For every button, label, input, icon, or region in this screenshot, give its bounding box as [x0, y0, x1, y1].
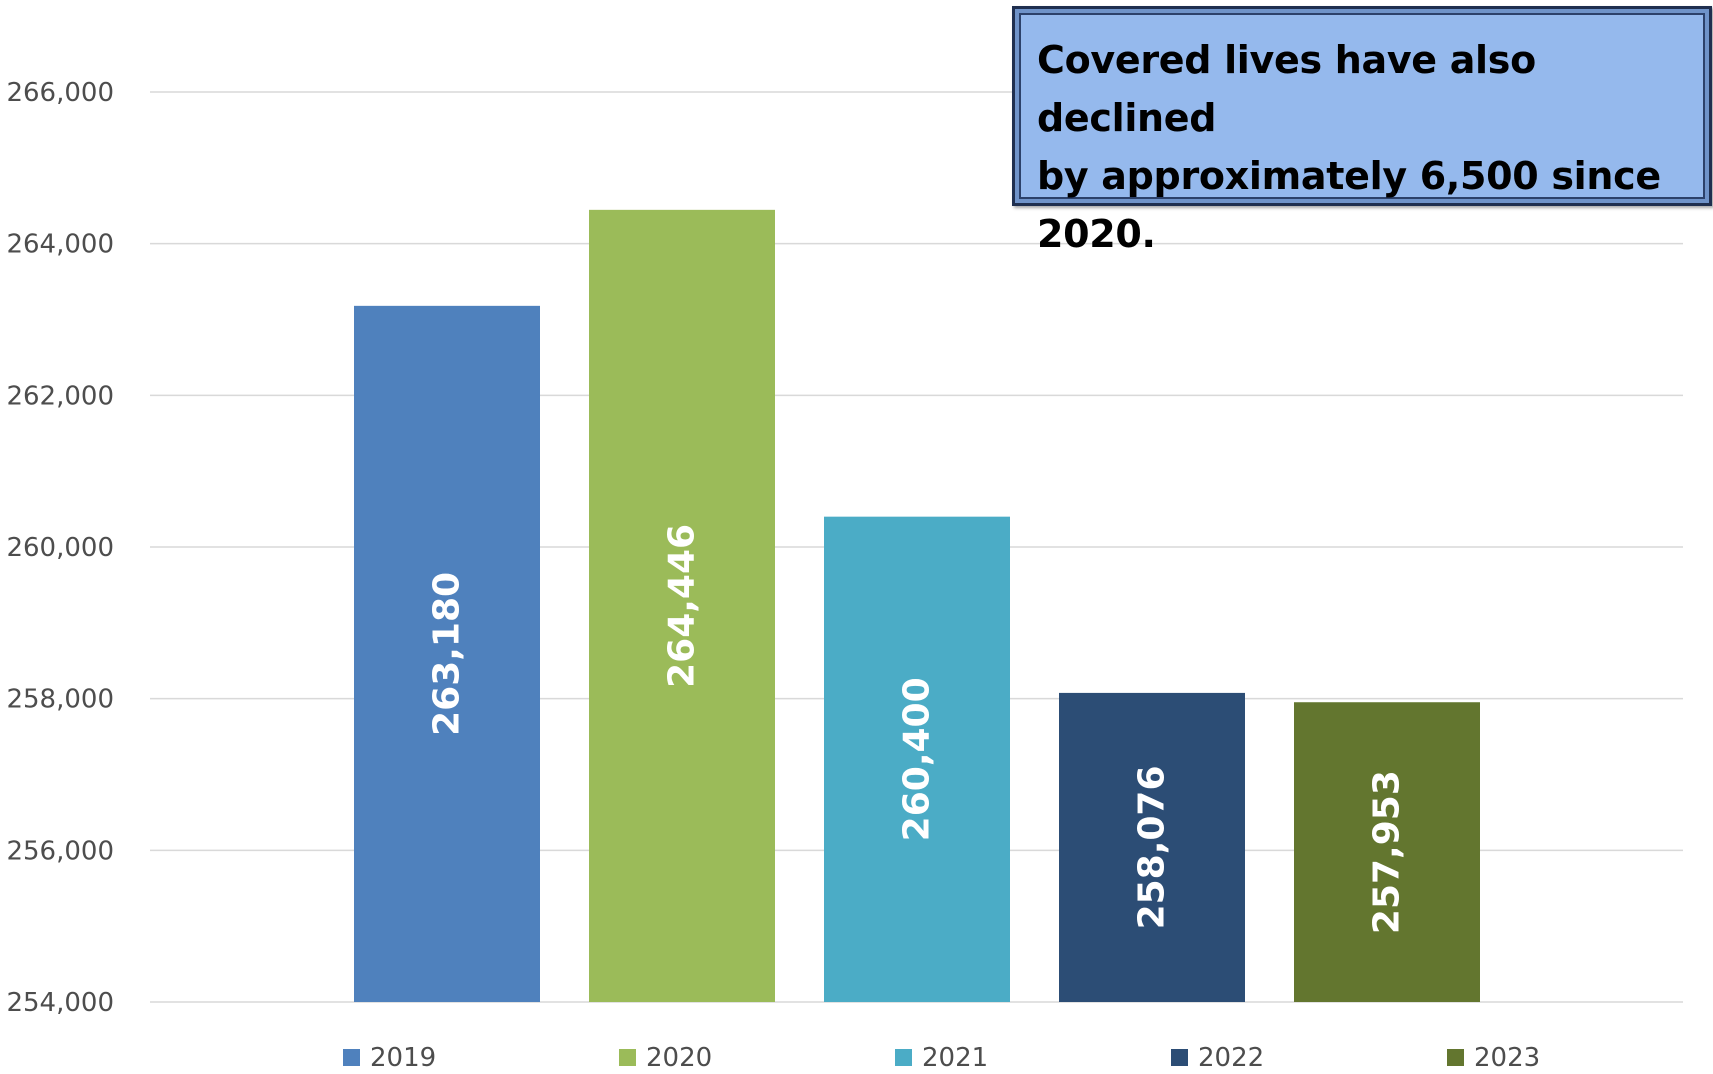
y-tick-label-0: 254,000 — [6, 988, 114, 1018]
callout-line-3: 2020. — [1037, 212, 1156, 256]
legend-label-2023: 2023 — [1474, 1043, 1540, 1073]
callout-text: Covered lives have also declined by appr… — [1037, 31, 1683, 263]
bar-2019 — [354, 305, 540, 1003]
y-axis-tick-labels: 254,000 256,000 258,000 260,000 262,000 264,0… — [6, 78, 114, 1018]
legend-swatch-2022 — [1171, 1049, 1188, 1066]
bar-2020 — [589, 209, 775, 1003]
y-tick-label-5: 264,000 — [6, 230, 114, 260]
bars — [354, 209, 1480, 1003]
bar-value-label-2022: 258,076 — [1132, 765, 1173, 929]
bar-2021 — [824, 516, 1010, 1002]
bar-value-label-2020: 264,446 — [662, 524, 703, 688]
bar-data-labels: 263,180 264,446 260,400 258,076 257,953 — [427, 524, 1408, 934]
callout-box: Covered lives have also declined by appr… — [1012, 6, 1712, 256]
bar-value-label-2019: 263,180 — [427, 572, 468, 736]
legend: 2019 2020 2021 2022 2023 — [343, 1043, 1540, 1073]
y-tick-label-3: 260,000 — [6, 533, 114, 563]
legend-swatch-2023 — [1447, 1049, 1464, 1066]
y-tick-label-2: 258,000 — [6, 685, 114, 715]
legend-label-2020: 2020 — [646, 1043, 712, 1073]
legend-swatch-2021 — [895, 1049, 912, 1066]
callout-line-2: by approximately 6,500 since — [1037, 154, 1661, 198]
y-tick-label-6: 266,000 — [6, 78, 114, 108]
y-tick-label-4: 262,000 — [6, 381, 114, 411]
legend-label-2019: 2019 — [370, 1043, 436, 1073]
legend-swatch-2019 — [343, 1049, 360, 1066]
callout-line-1: Covered lives have also declined — [1037, 38, 1536, 140]
y-tick-label-1: 256,000 — [6, 836, 114, 866]
bar-value-label-2021: 260,400 — [897, 677, 938, 841]
legend-swatch-2020 — [619, 1049, 636, 1066]
bar-2023 — [1294, 702, 1480, 1002]
bar-value-label-2023: 257,953 — [1367, 770, 1408, 934]
legend-label-2021: 2021 — [922, 1043, 988, 1073]
bar-2022 — [1059, 692, 1245, 1002]
legend-label-2022: 2022 — [1198, 1043, 1264, 1073]
